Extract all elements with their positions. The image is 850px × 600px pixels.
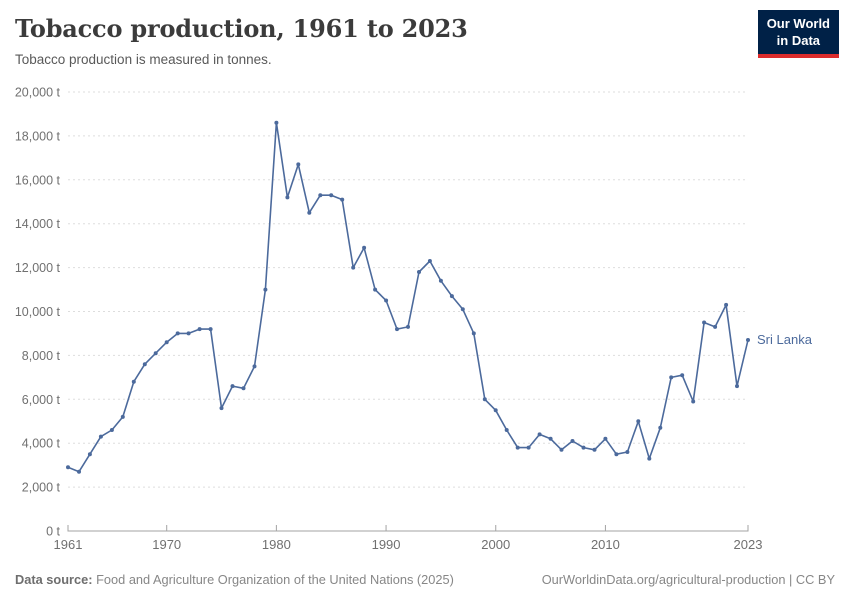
data-point[interactable] (515, 445, 520, 450)
x-tick-label: 1970 (152, 537, 181, 552)
y-tick-label: 12,000 t (15, 261, 61, 275)
data-point[interactable] (329, 193, 334, 198)
data-point[interactable] (362, 245, 367, 250)
data-point[interactable] (263, 287, 268, 292)
data-point[interactable] (219, 406, 224, 411)
line-chart: 0 t 2,000 t 4,000 t 6,000 t 8,000 t 10,000 t 1… (0, 84, 850, 556)
owid-logo-line2: in Data (776, 32, 821, 48)
chart-header: Tobacco production, 1961 to 2023 Tobacco… (15, 10, 839, 67)
data-point[interactable] (636, 419, 641, 424)
chart-footer: Data source: Food and Agriculture Organi… (15, 572, 835, 587)
data-point[interactable] (669, 375, 674, 380)
data-point[interactable] (537, 432, 542, 437)
data-point[interactable] (296, 162, 301, 167)
data-point[interactable] (570, 439, 575, 443)
owid-logo[interactable]: Our World in Data (757, 10, 839, 58)
data-point[interactable] (197, 327, 202, 332)
y-tick-label: 16,000 t (15, 173, 61, 187)
x-tick-label: 2023 (734, 537, 763, 552)
data-point[interactable] (340, 197, 345, 202)
page-title: Tobacco production, 1961 to 2023 (15, 14, 468, 43)
data-point[interactable] (109, 428, 114, 432)
y-tick-label: 2,000 t (22, 481, 61, 495)
y-tick-label: 0 t (46, 525, 60, 539)
data-point[interactable] (625, 450, 630, 454)
owid-logo-line1: Our World (766, 16, 830, 31)
data-source-text: Food and Agriculture Organization of the… (96, 572, 454, 587)
y-tick-label: 20,000 t (15, 86, 61, 100)
chart-subtitle: Tobacco production is measured in tonnes… (15, 52, 272, 67)
data-point[interactable] (66, 465, 70, 470)
y-tick-label: 10,000 t (15, 305, 61, 319)
data-point[interactable] (87, 452, 92, 457)
data-point[interactable] (493, 408, 498, 413)
data-point[interactable] (427, 259, 432, 263)
data-point[interactable] (384, 298, 389, 303)
data-point[interactable] (460, 307, 465, 312)
data-point[interactable] (471, 331, 476, 336)
y-tick-label: 4,000 t (22, 437, 61, 451)
data-point[interactable] (307, 210, 312, 215)
chart-canvas: 0 t 2,000 t 4,000 t 6,000 t 8,000 t 10,000 t 1… (15, 86, 813, 553)
x-tick-label: 2000 (481, 537, 510, 552)
x-tick-label: 1980 (262, 537, 291, 552)
data-point[interactable] (230, 384, 235, 389)
data-point[interactable] (406, 324, 410, 329)
x-tick-label: 1961 (54, 537, 83, 552)
y-tick-label: 8,000 t (22, 349, 61, 363)
data-point[interactable] (175, 331, 180, 336)
x-tick-label: 1990 (372, 537, 401, 552)
data-point[interactable] (724, 302, 729, 307)
y-tick-label: 14,000 t (15, 217, 61, 231)
data-point[interactable] (142, 362, 147, 367)
data-point[interactable] (131, 379, 136, 384)
data-point[interactable] (153, 351, 158, 356)
data-source-label: Data source: (15, 572, 93, 587)
data-point[interactable] (285, 195, 290, 200)
data-point[interactable] (373, 287, 378, 292)
data-point[interactable] (120, 414, 125, 419)
data-point[interactable] (164, 340, 169, 345)
x-axis-line (67, 525, 749, 532)
data-line[interactable] (67, 121, 749, 473)
data-point[interactable] (581, 445, 586, 450)
data-point[interactable] (482, 397, 487, 402)
data-point[interactable] (702, 320, 707, 325)
data-point[interactable] (691, 399, 696, 404)
owid-credit-link[interactable]: OurWorldinData.org/agricultural-producti… (541, 572, 835, 587)
data-point[interactable] (680, 373, 685, 378)
data-point[interactable] (504, 428, 509, 432)
data-point[interactable] (351, 265, 356, 270)
data-point[interactable] (318, 193, 323, 198)
data-point[interactable] (186, 331, 191, 336)
data-point[interactable] (614, 452, 619, 457)
y-tick-label: 18,000 t (15, 129, 61, 143)
y-tick-label: 6,000 t (22, 393, 61, 407)
data-point[interactable] (592, 447, 597, 452)
series-label: Sri Lanka (757, 332, 813, 347)
data-point[interactable] (735, 384, 739, 389)
data-point[interactable] (98, 434, 103, 439)
data-point[interactable] (241, 386, 246, 391)
data-point[interactable] (548, 436, 553, 441)
data-point[interactable] (395, 327, 399, 332)
data-point[interactable] (77, 469, 81, 474)
data-point[interactable] (438, 278, 443, 283)
data-source: Data source: Food and Agriculture Organi… (15, 572, 454, 587)
data-point[interactable] (746, 338, 750, 342)
data-point[interactable] (208, 327, 213, 332)
data-point[interactable] (559, 447, 564, 452)
data-point[interactable] (417, 270, 421, 274)
data-point[interactable] (658, 425, 663, 430)
data-point[interactable] (526, 445, 531, 450)
data-point[interactable] (603, 436, 608, 441)
data-point[interactable] (274, 120, 279, 125)
data-point[interactable] (252, 364, 257, 369)
data-point[interactable] (713, 324, 718, 329)
x-tick-label: 2010 (591, 537, 620, 552)
data-point[interactable] (647, 456, 652, 461)
data-point[interactable] (449, 294, 454, 299)
